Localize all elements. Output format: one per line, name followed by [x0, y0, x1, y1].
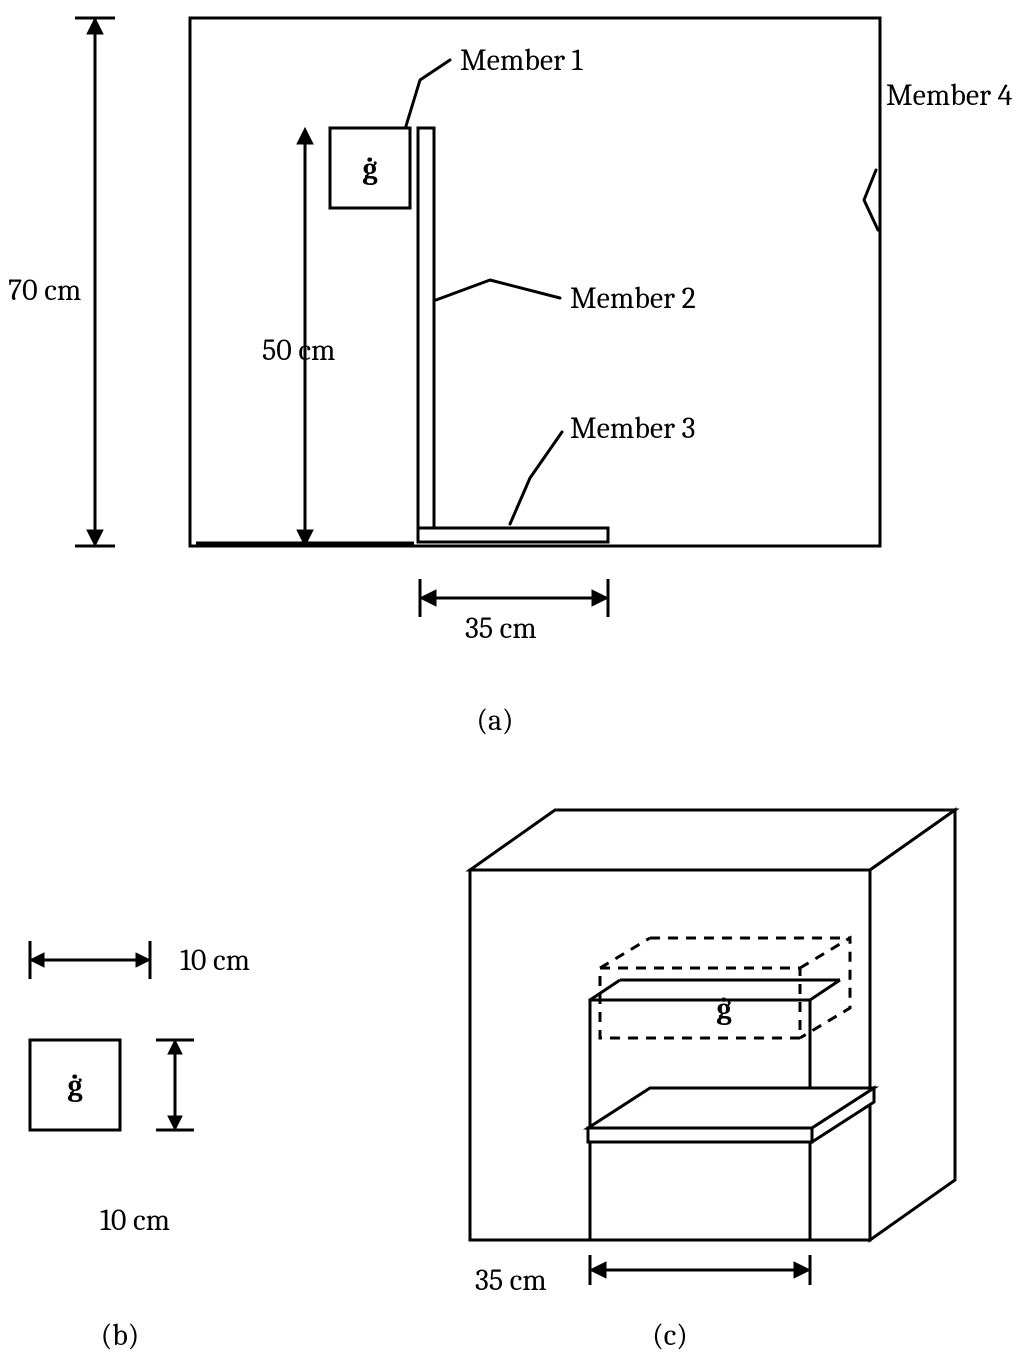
member-1-leader — [406, 60, 450, 126]
member-1-label: Member 1 — [460, 43, 584, 78]
member-4-frame — [190, 18, 880, 546]
member-4-leader — [864, 170, 878, 230]
caption-a: (a) — [476, 703, 513, 738]
dim-50cm: 50 cm — [262, 333, 335, 368]
figure-b: 10 cm ġ 10 cm (b) — [30, 941, 250, 1353]
dim-10cm-v: 10 cm — [100, 1203, 170, 1238]
figure-c-g-label: ġ — [716, 991, 731, 1026]
dim-35cm-a: 35 cm — [465, 611, 537, 646]
member-2-label: Member 2 — [570, 281, 696, 316]
member-4-label: Member 4 — [886, 78, 1013, 113]
dim-10cm-h: 10 cm — [180, 943, 250, 978]
dim-70cm: 70 cm — [8, 273, 81, 308]
member-3-leader — [510, 432, 562, 524]
caption-b: (b) — [101, 1318, 140, 1353]
member-3-label: Member 3 — [570, 411, 695, 446]
figure-b-g-label: ġ — [67, 1069, 82, 1104]
member-2-post — [418, 128, 434, 528]
member-3-plate — [418, 528, 608, 542]
iso-plate-front — [588, 1128, 812, 1142]
member-2-leader — [436, 280, 560, 300]
member-1-g-label: ġ — [362, 152, 377, 187]
iso-right-face — [870, 810, 955, 1240]
figure-a: ġ Member 1 Member 2 Member 3 Member 4 70 cm 50… — [8, 18, 1013, 738]
caption-c: (c) — [652, 1318, 688, 1353]
dim-35cm-c: 35 cm — [475, 1263, 547, 1298]
figure-c: ġ 35 cm (c) — [470, 810, 955, 1353]
